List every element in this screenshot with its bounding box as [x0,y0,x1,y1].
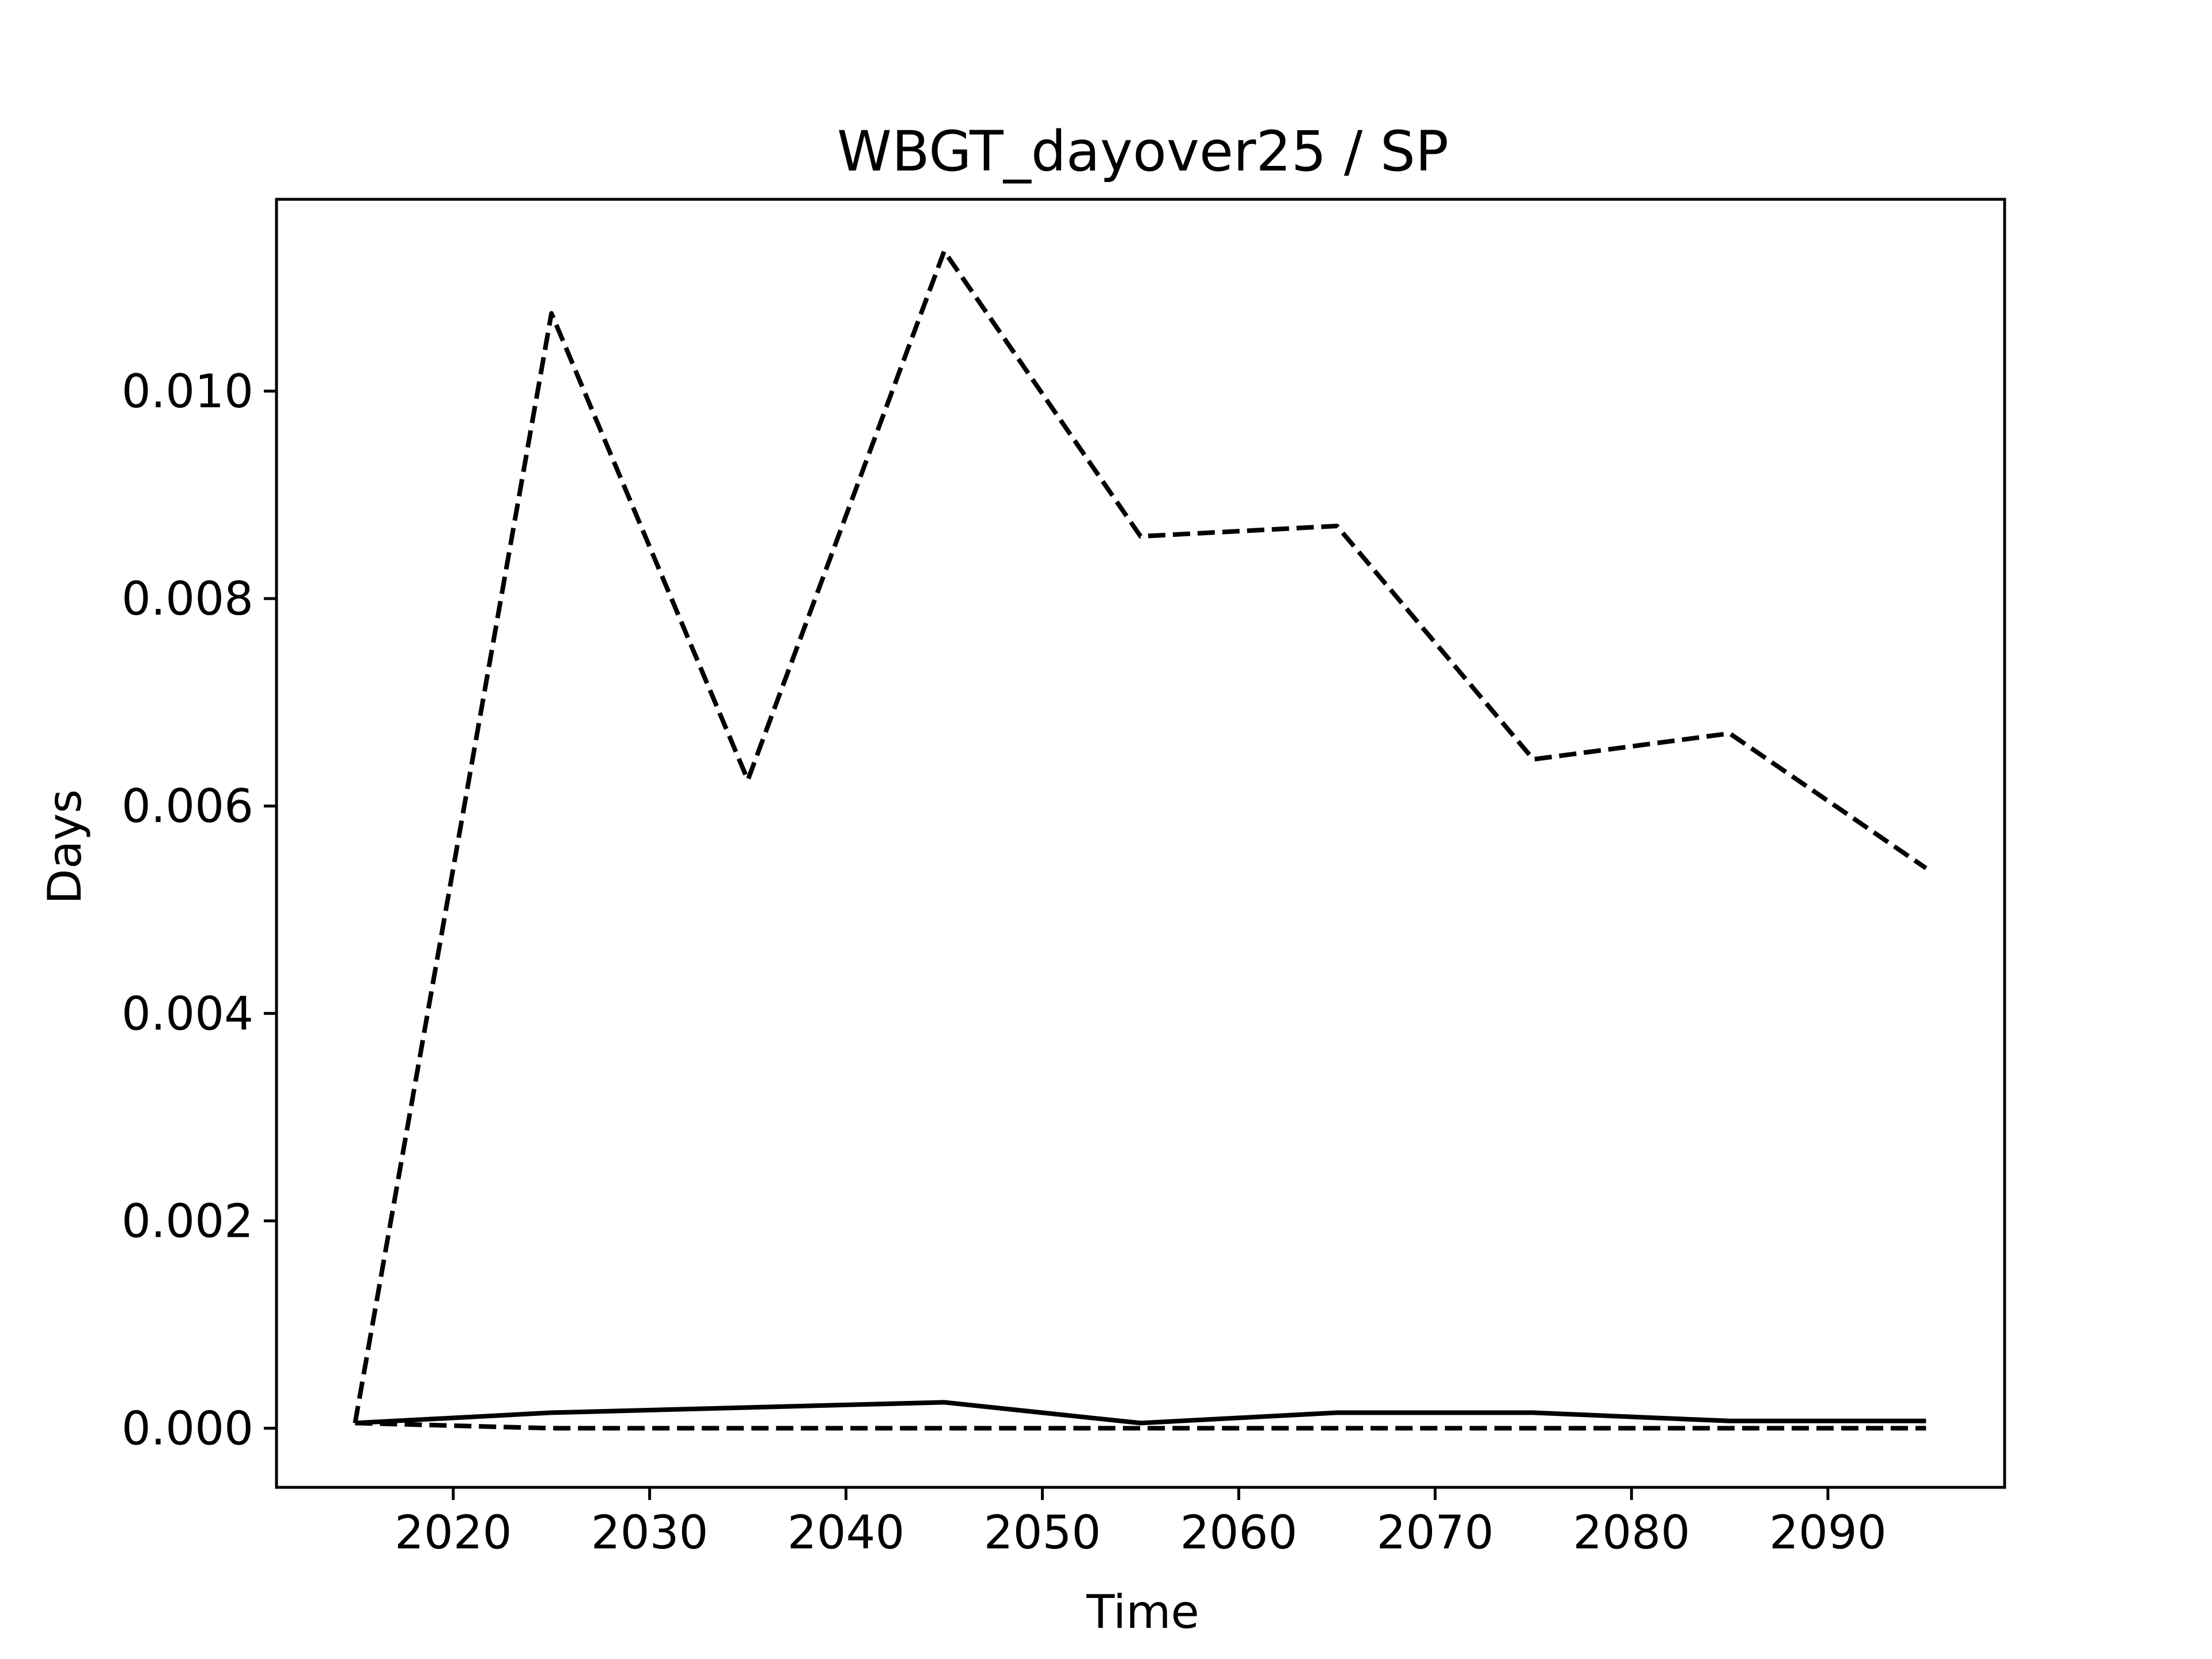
series-layer [353,249,1927,1431]
x-tick-label: 2070 [1377,1506,1494,1559]
chart-title: WBGT_dayover25 / SP [837,119,1449,184]
y-tick-label: 0.010 [122,365,253,418]
x-tick-label: 2040 [787,1506,905,1559]
x-tick-label: 2060 [1180,1506,1298,1559]
series-line-1 [355,1400,1926,1426]
y-tick-label: 0.006 [122,779,253,833]
series-line-2 [353,249,1927,1424]
y-tick-label: 0.008 [122,572,253,626]
series-line-3 [355,1421,1926,1431]
x-tick-label: 2030 [591,1506,709,1559]
x-tick-label: 2090 [1769,1506,1887,1559]
y-tick-label: 0.004 [122,987,253,1040]
x-tick-label: 2050 [984,1506,1101,1559]
x-axis: 2020 2030 2040 2050 2060 2070 2080 2090 [395,1487,1887,1559]
y-axis-label: Days [38,789,92,904]
axes-frame [275,198,2006,1489]
y-axis: 0.000 0.002 0.004 0.006 0.008 0.010 [122,365,276,1455]
y-tick-label: 0.000 [122,1402,253,1455]
x-tick-label: 2080 [1573,1506,1690,1559]
y-tick-label: 0.002 [122,1194,253,1248]
x-axis-label: Time [1086,1585,1199,1639]
x-tick-label: 2020 [395,1506,512,1559]
plot-area [275,198,2006,1489]
